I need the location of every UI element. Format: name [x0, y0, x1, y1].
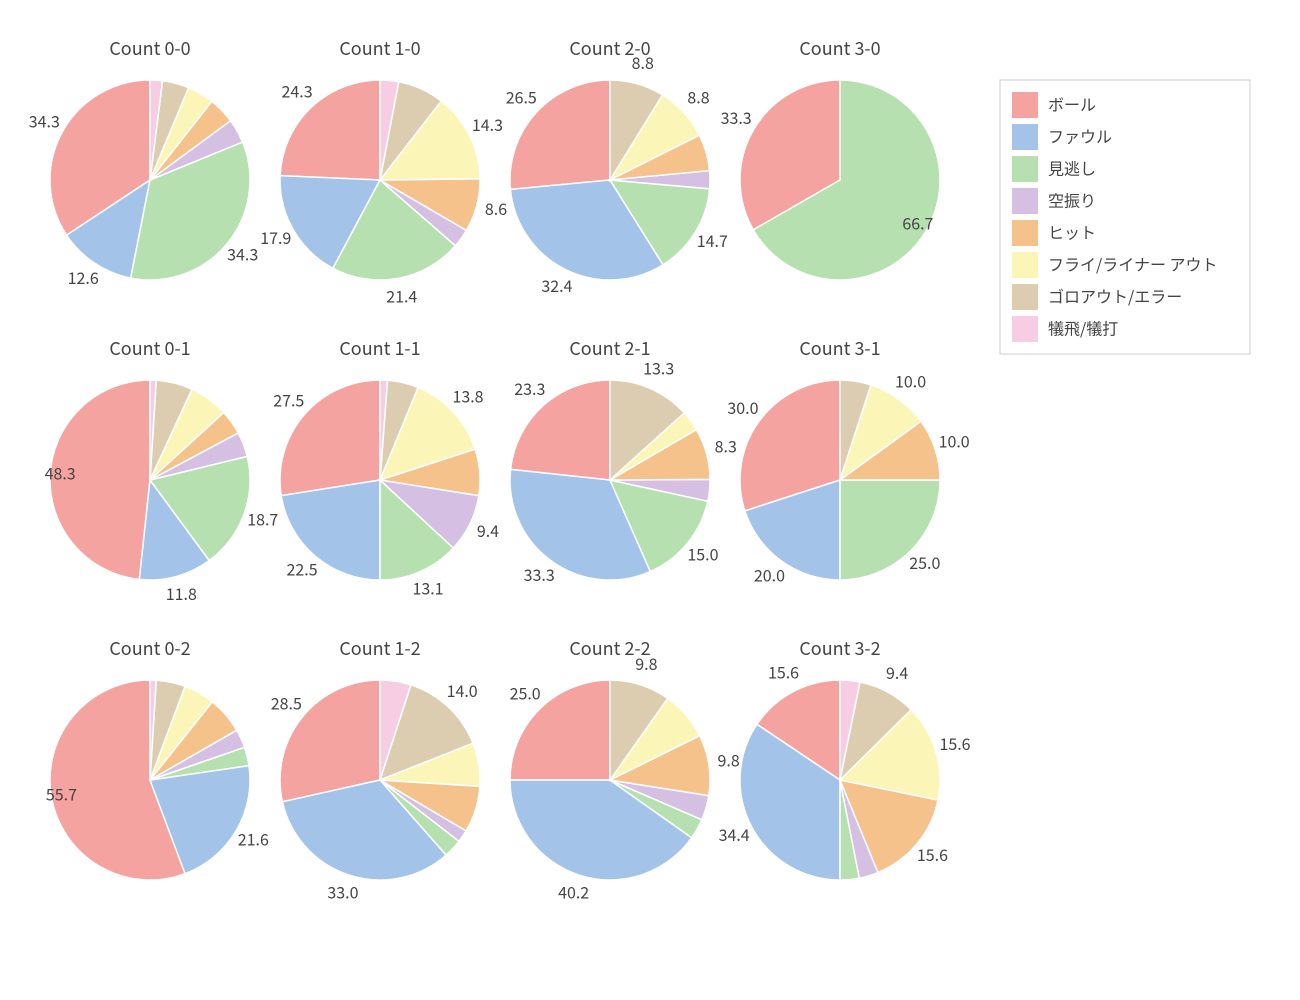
pie-title: Count 1-2	[339, 635, 420, 661]
slice-label: 8.8	[687, 84, 709, 108]
slice-label: 66.7	[902, 210, 933, 234]
slice-label: 34.4	[719, 822, 750, 846]
slice-label: 30.0	[727, 395, 758, 419]
pie-count-1-2: Count 1-2 28.5 33.0 14.0	[271, 635, 480, 903]
legend-label: 犠飛/犠打	[1048, 315, 1118, 339]
pie-count-3-1: Count 3-1 30.0 20.0 25.0 10.0 10.0	[727, 335, 969, 586]
legend-swatch	[1012, 316, 1038, 342]
slice-label: 13.8	[452, 384, 483, 408]
slice-label: 34.3	[29, 109, 60, 133]
slice-label: 25.0	[510, 680, 541, 704]
slice-label: 14.7	[697, 228, 728, 252]
pie-title: Count 1-1	[339, 335, 420, 361]
slice-label: 9.4	[886, 660, 908, 684]
legend-frame	[1000, 80, 1250, 354]
legend-label: ヒット	[1048, 219, 1096, 243]
legend-label: フライ/ライナー アウト	[1048, 251, 1218, 275]
pie-count-2-2: Count 2-225.040.29.89.8	[510, 635, 740, 904]
slice-label: 9.8	[635, 651, 657, 675]
slice-label: 8.3	[715, 434, 737, 458]
legend-swatch	[1012, 284, 1038, 310]
slice-label: 20.0	[754, 562, 785, 586]
slice-label: 33.0	[327, 879, 358, 903]
slice-label: 24.3	[281, 79, 312, 103]
slice-label: 14.3	[472, 112, 503, 136]
slice-label: 22.5	[287, 557, 318, 581]
pie-count-1-0: Count 1-0 24.3 17.9 21.4 8.6 14.3	[260, 35, 507, 307]
slice-label: 8.8	[632, 50, 654, 74]
slice-label: 15.6	[917, 842, 948, 866]
pie-title: Count 3-0	[799, 35, 880, 61]
slice-label: 27.5	[273, 387, 304, 411]
slice-label: 13.1	[412, 575, 443, 599]
slice-label: 18.7	[247, 506, 278, 530]
slice-label: 55.7	[46, 781, 77, 805]
slice-label: 23.3	[514, 376, 545, 400]
legend-swatch	[1012, 252, 1038, 278]
slice-label: 15.0	[687, 541, 718, 565]
slice-label: 10.0	[895, 368, 926, 392]
legend-label: ファウル	[1048, 123, 1112, 147]
legend-swatch	[1012, 156, 1038, 182]
slice-label: 33.3	[524, 562, 555, 586]
chart-svg: Count 0-0 34.3 12.6 34.3 Count 1-0 24.3 17.9 21…	[0, 0, 1300, 1000]
chart-grid: Count 0-0 34.3 12.6 34.3 Count 1-0 24.3 17.9 21…	[0, 0, 1300, 1000]
slice-label: 25.0	[909, 550, 940, 574]
legend-swatch	[1012, 92, 1038, 118]
pie-title: Count 0-0	[109, 35, 190, 61]
slice-label: 28.5	[271, 690, 302, 714]
pie-title: Count 3-1	[799, 335, 880, 361]
legend: ボールファウル見逃し空振りヒットフライ/ライナー アウトゴロアウト/エラー犠飛/…	[1000, 80, 1250, 354]
legend-label: ゴロアウト/エラー	[1048, 283, 1182, 307]
pie-title: Count 1-0	[339, 35, 420, 61]
slice-label: 13.3	[643, 356, 674, 380]
slice-label: 40.2	[558, 880, 589, 904]
pie-count-0-1: Count 0-1 48.3 11.8 18.7	[45, 335, 279, 605]
slice-label: 21.6	[238, 826, 269, 850]
legend-label: 見逃し	[1048, 155, 1096, 179]
slice-label: 33.3	[721, 105, 752, 129]
slice-label: 48.3	[45, 461, 76, 485]
pie-count-0-2: Count 0-2 55.7 21.6	[46, 635, 269, 880]
legend-swatch	[1012, 188, 1038, 214]
legend-swatch	[1012, 124, 1038, 150]
slice-label: 15.6	[939, 731, 970, 755]
pie-count-3-0: Count 3-0 33.3 66.7	[721, 35, 940, 280]
pie-count-3-2: Count 3-215.634.415.615.69.4	[719, 635, 971, 880]
slice-label: 17.9	[260, 225, 291, 249]
slice-label: 12.6	[68, 265, 99, 289]
slice-label: 14.0	[447, 678, 478, 702]
slice-label: 32.4	[541, 273, 572, 297]
slice-label: 9.4	[477, 518, 499, 542]
legend-label: 空振り	[1048, 187, 1096, 211]
pie-title: Count 3-2	[799, 635, 880, 661]
slice-label: 10.0	[939, 428, 970, 452]
legend-swatch	[1012, 220, 1038, 246]
slice-label: 34.3	[227, 242, 258, 266]
slice-label: 21.4	[386, 283, 417, 307]
pie-title: Count 0-1	[109, 335, 190, 361]
slice-label: 26.5	[506, 85, 537, 109]
slice-label: 9.8	[718, 747, 740, 771]
pie-count-0-0: Count 0-0 34.3 12.6 34.3	[29, 35, 258, 289]
pie-count-1-1: Count 1-1 27.5 22.5 13.1 9.4 13.8	[273, 335, 499, 599]
pie-title: Count 2-1	[569, 335, 650, 361]
pie-count-2-1: Count 2-1 23.3 33.3 15.0 8.3 13.3	[510, 335, 737, 586]
pie-count-2-0: Count 2-026.532.414.78.88.8	[506, 35, 728, 297]
slice-label: 8.6	[485, 196, 507, 220]
slice-label: 15.6	[768, 659, 799, 683]
legend-label: ボール	[1048, 91, 1096, 115]
slice-label: 11.8	[166, 581, 197, 605]
pie-title: Count 0-2	[109, 635, 190, 661]
